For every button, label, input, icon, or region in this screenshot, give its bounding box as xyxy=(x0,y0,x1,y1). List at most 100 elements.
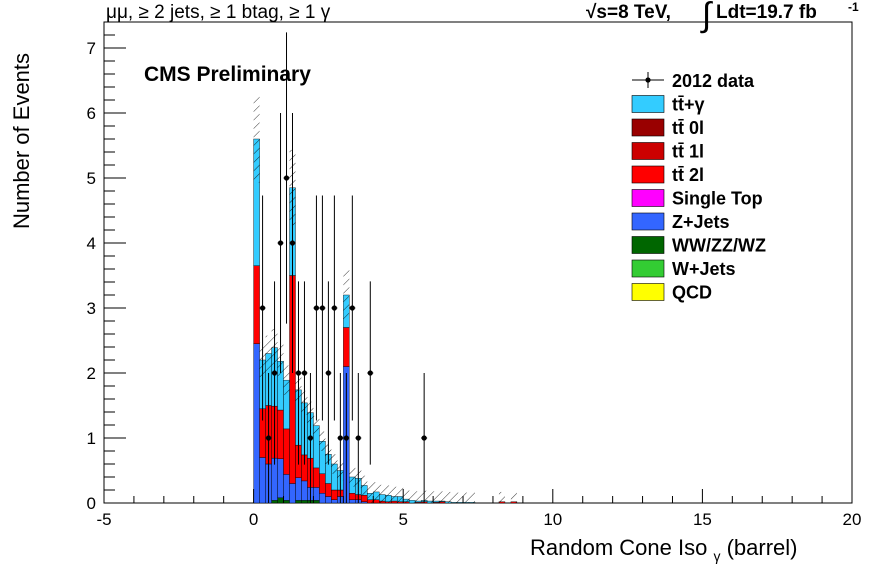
uncertainty-bin xyxy=(433,491,440,503)
x-tick-label: 20 xyxy=(843,510,862,529)
uncertainty-bin xyxy=(427,491,434,503)
legend-label: tt̄+γ xyxy=(672,95,705,115)
header-lumi-exponent: -1 xyxy=(848,0,859,14)
legend-label: 2012 data xyxy=(672,71,755,91)
bar-z-jets xyxy=(349,499,356,504)
uncertainty-bin xyxy=(391,486,398,503)
bar-z-jets xyxy=(277,458,284,498)
bar-ww-zz-wz xyxy=(277,497,284,504)
uncertainty-bin xyxy=(409,490,416,503)
header-energy-label: √s=8 TeV, xyxy=(586,2,671,23)
uncertainty-bin xyxy=(319,431,326,451)
data-point xyxy=(367,370,373,376)
uncertainty-bin xyxy=(331,454,338,474)
header-integral-sign: ∫ xyxy=(702,0,712,34)
bar-z-jets xyxy=(253,343,260,504)
uncertainty-bin xyxy=(403,489,410,503)
uncertainty-bin xyxy=(498,491,505,503)
legend-label: W+Jets xyxy=(672,259,736,279)
data-point xyxy=(289,240,296,246)
uncertainty-bin xyxy=(343,270,350,320)
header-channel-label: μμ, ≥ 2 jets, ≥ 1 btag, ≥ 1 γ xyxy=(106,2,331,23)
data-point xyxy=(343,435,349,441)
bar-tt-2l xyxy=(283,428,290,475)
uncertainty-bin xyxy=(510,491,517,503)
uncertainty-bin xyxy=(373,482,380,502)
bar-tt-2l xyxy=(349,493,356,500)
data-point xyxy=(295,370,302,376)
y-axis-title: Number of Events xyxy=(9,52,34,230)
bar-ww-zz-wz xyxy=(271,500,278,504)
uncertainty-bin xyxy=(379,484,386,503)
uncertainty-bin xyxy=(361,475,368,496)
uncertainty-bin xyxy=(439,491,446,503)
uncertainty-bin xyxy=(385,485,392,503)
legend-label: Z+Jets xyxy=(672,212,730,232)
data-point xyxy=(319,305,326,311)
x-tick-label: 5 xyxy=(398,510,407,529)
data-point xyxy=(349,305,355,311)
legend-swatch xyxy=(631,118,665,137)
legend-swatch xyxy=(631,165,665,184)
data-point xyxy=(283,175,290,181)
data-point xyxy=(331,305,337,311)
data-point xyxy=(355,435,361,441)
y-tick-label: 7 xyxy=(87,39,96,58)
uncertainty-bin xyxy=(313,415,320,436)
uncertainty-bin xyxy=(397,486,404,503)
chart-title: CMS Preliminary xyxy=(144,63,311,86)
legend-swatch xyxy=(631,142,665,160)
uncertainty-bin xyxy=(457,492,464,503)
uncertainty-bin xyxy=(265,335,272,372)
uncertainty-bin xyxy=(253,95,260,183)
y-tick-label: 3 xyxy=(87,299,96,318)
uncertainty-bin xyxy=(469,492,476,503)
legend-swatch xyxy=(631,283,665,301)
bar-tt-2l xyxy=(277,409,284,459)
y-tick-label: 1 xyxy=(87,429,96,448)
legend-label: Single Top xyxy=(672,189,763,209)
y-tick-label: 5 xyxy=(87,169,96,188)
x-tick-label: 0 xyxy=(249,510,258,529)
data-points xyxy=(259,32,428,503)
plot-frame xyxy=(103,21,853,504)
legend-marker-point xyxy=(645,77,651,83)
data-point xyxy=(265,435,272,441)
bar-ww-zz-wz xyxy=(295,500,302,504)
data-point xyxy=(277,240,284,246)
data-point xyxy=(271,370,278,376)
legend-label: tt̄ 0l xyxy=(672,118,704,138)
bar-z-jets xyxy=(313,487,320,501)
uncertainty-bin xyxy=(367,483,374,503)
data-point xyxy=(259,305,266,311)
header-lumi-label: Ldt=19.7 fb xyxy=(716,2,817,23)
uncertainty-bin xyxy=(415,491,422,503)
bar-tt-2l xyxy=(325,483,332,497)
bar-tt-2l xyxy=(343,327,350,367)
bar-tt-2l xyxy=(319,473,326,494)
x-axis-title-main: Random Cone Iso xyxy=(530,535,708,560)
x-axis-title-suffix: (barrel) xyxy=(726,535,798,560)
bar-z-jets xyxy=(289,483,296,504)
legend-swatch xyxy=(631,189,665,207)
bar-tt-2l xyxy=(331,489,338,500)
y-tick-label: 4 xyxy=(87,234,96,253)
uncertainty-bin xyxy=(349,467,356,487)
legend-label: WW/ZZ/WZ xyxy=(672,236,766,256)
bar-z-jets xyxy=(319,493,326,504)
y-tick-label: 0 xyxy=(87,494,96,513)
legend-label: tt̄ 1l xyxy=(672,142,704,162)
bar-ww-zz-wz xyxy=(313,500,320,504)
data-point xyxy=(337,435,343,441)
x-axis-title-subscript: γ xyxy=(713,548,721,564)
bar-tt-2l xyxy=(253,265,260,344)
legend-swatch xyxy=(631,212,665,231)
data-point xyxy=(313,305,320,311)
x-tick-label: -5 xyxy=(96,510,111,529)
uncertainty-bin xyxy=(283,365,290,395)
bar-z-jets xyxy=(325,496,332,504)
bar-z-jets xyxy=(283,474,290,501)
uncertainty-bin xyxy=(463,492,470,503)
legend-swatch xyxy=(631,95,665,113)
